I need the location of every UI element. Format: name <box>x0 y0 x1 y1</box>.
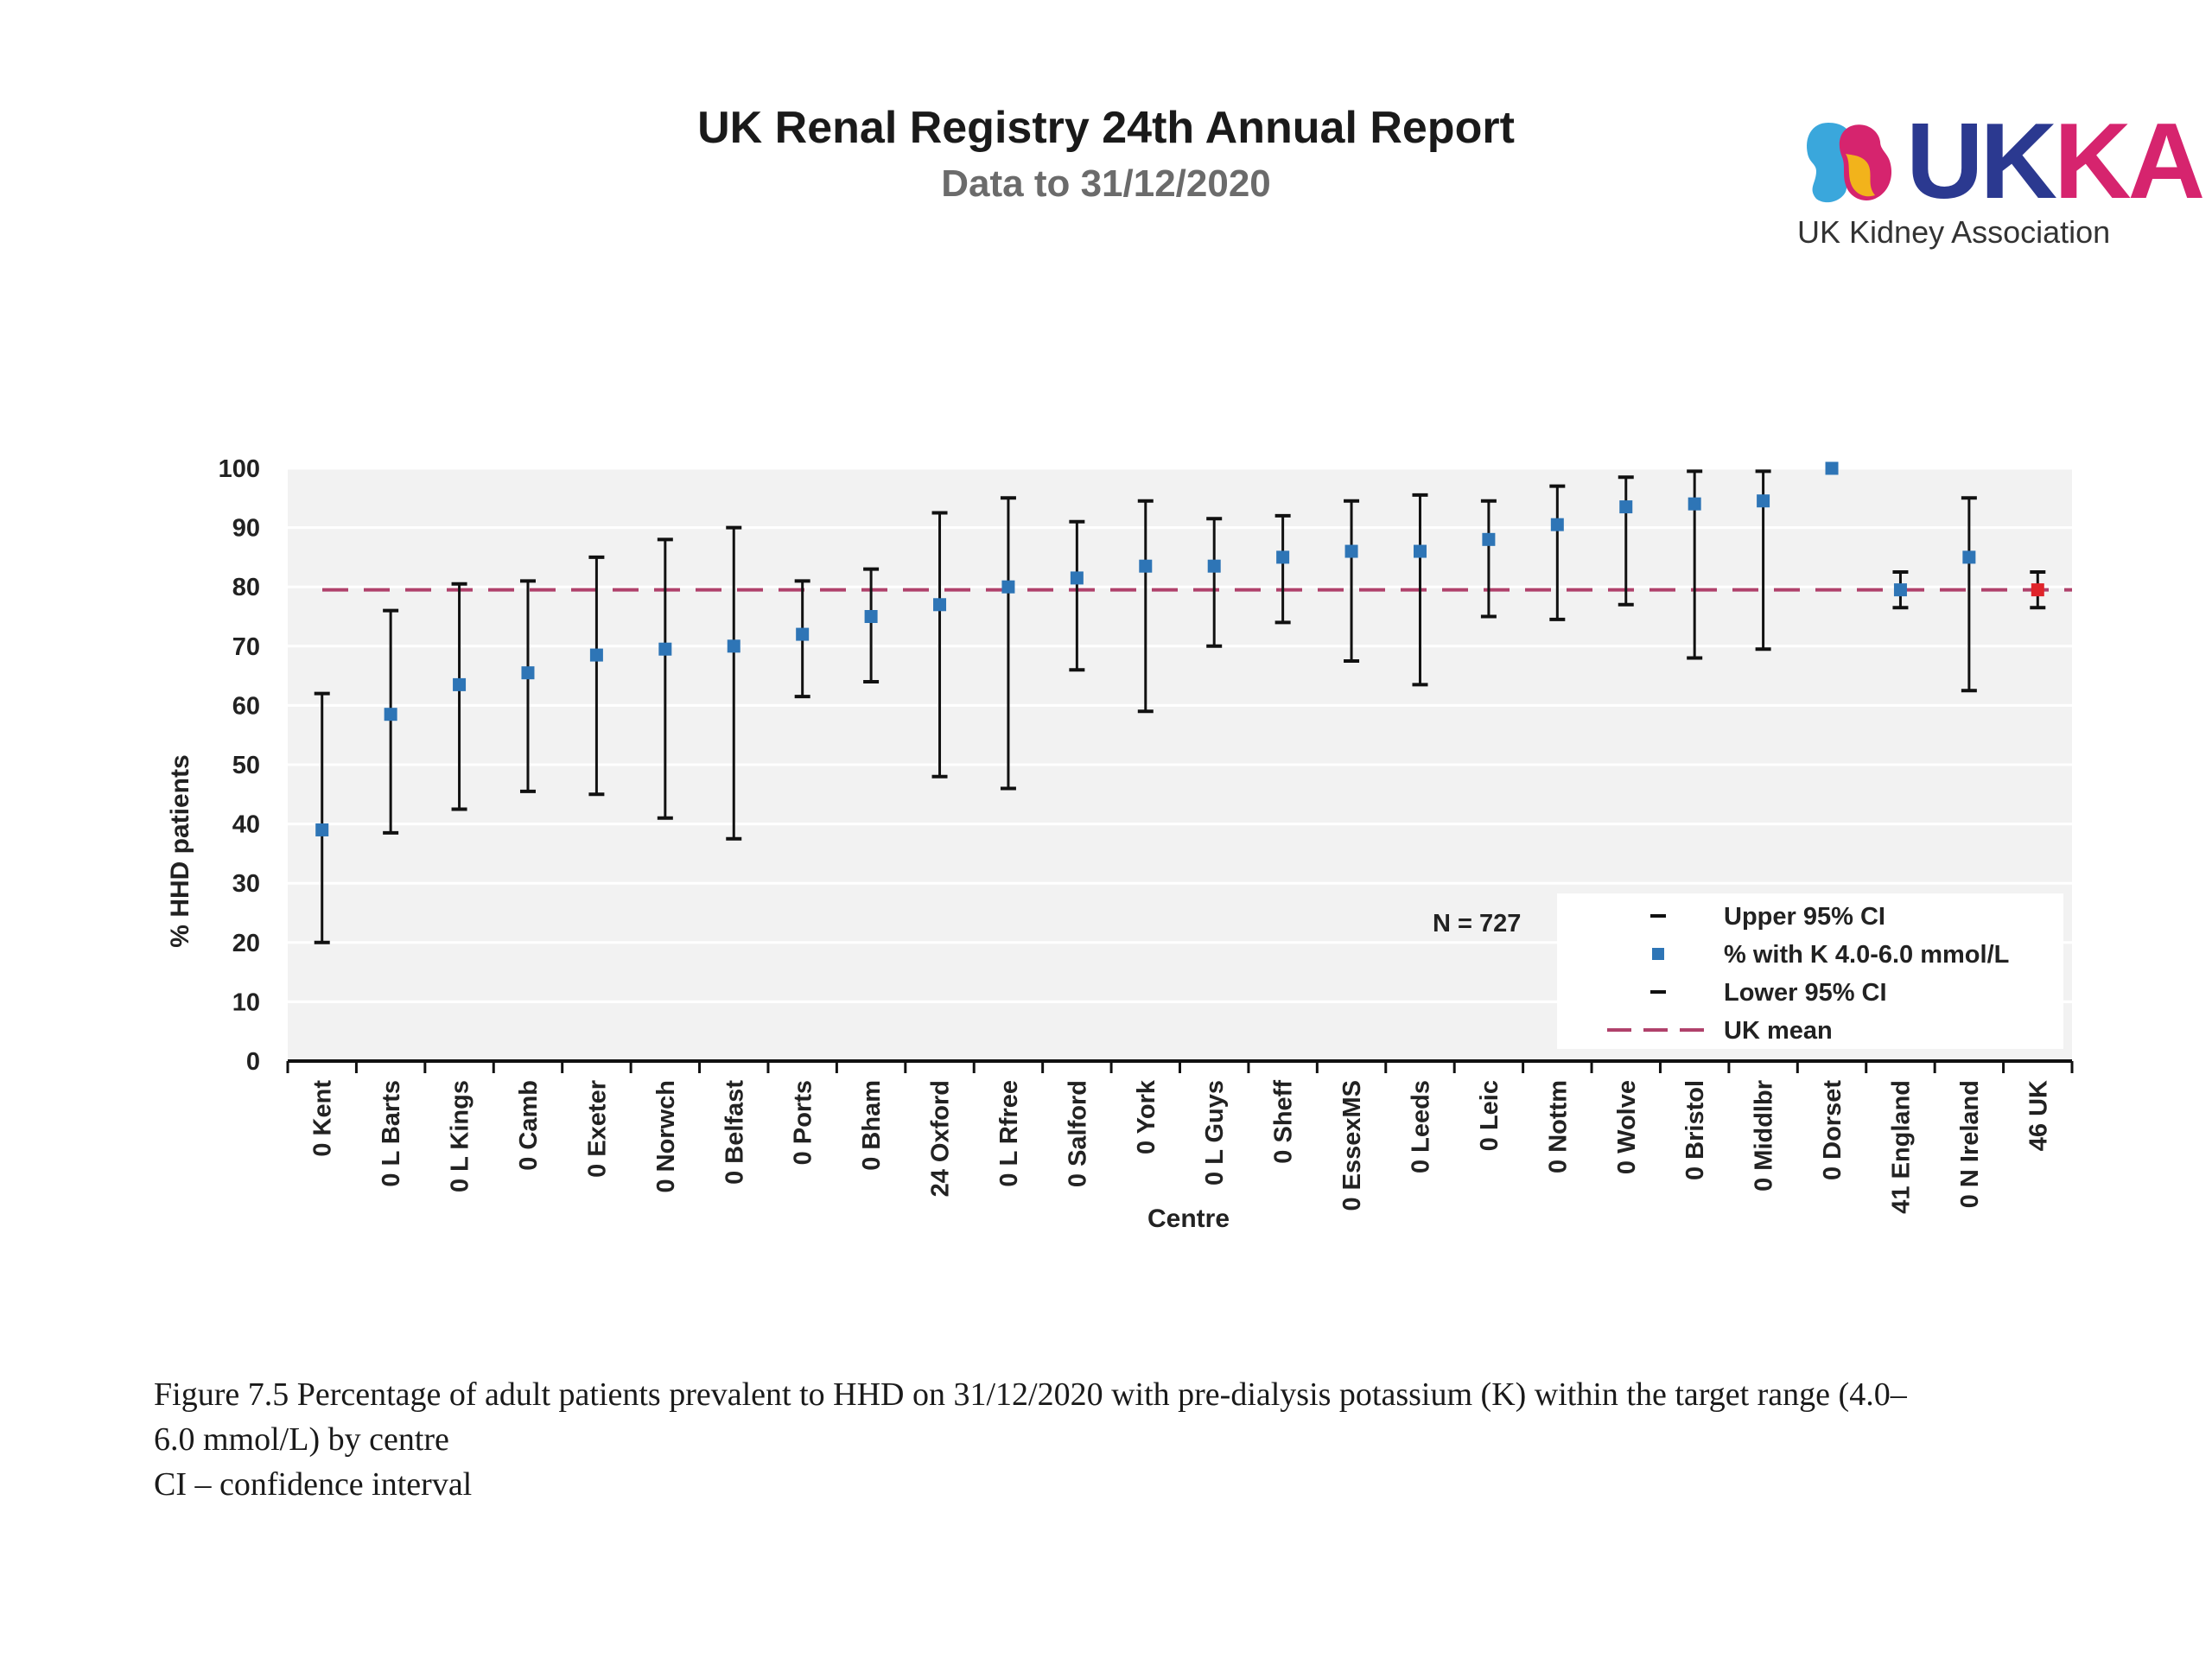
kidney-logo-icon <box>1807 123 1892 203</box>
data-point <box>1550 518 1564 531</box>
x-tick-label: 0 Exeter <box>583 1080 611 1178</box>
data-point <box>933 598 947 612</box>
y-axis-title: % HHD patients <box>166 754 194 947</box>
x-tick-label: 0 Wolve <box>1613 1080 1641 1174</box>
data-point <box>453 677 467 691</box>
data-point <box>796 627 810 641</box>
data-point <box>1344 544 1358 558</box>
y-tick-label: 30 <box>232 870 260 898</box>
data-point <box>1962 550 1976 564</box>
x-tick-label: 0 Nottm <box>1544 1080 1572 1173</box>
report-title: UK Renal Registry 24th Annual Report <box>697 103 1515 153</box>
y-tick-label: 60 <box>232 692 260 720</box>
data-point <box>521 666 535 680</box>
x-tick-label: 0 Bristol <box>1681 1080 1709 1180</box>
x-tick-label: 24 Oxford <box>927 1080 955 1197</box>
data-point <box>864 610 878 623</box>
x-tick-label: 46 UK <box>2024 1080 2052 1151</box>
legend-label: UK mean <box>1724 1017 1833 1045</box>
legend: Upper 95% CI % with K 4.0-6.0 mmol/L Lower… <box>1557 893 2063 1049</box>
y-tick-label: 10 <box>232 988 260 1016</box>
data-point <box>1139 559 1153 573</box>
potassium-chart: 0 10 20 30 40 50 60 70 80 90 100 0 Kent 0 L Barts 0 L… <box>166 455 2074 1233</box>
data-point <box>727 639 741 653</box>
x-tick-label: 0 L Kings <box>447 1080 474 1192</box>
y-tick-label: 100 <box>219 455 260 483</box>
ukka-logo: UKKA UK Kidney Association <box>1796 102 2205 259</box>
x-tick-label: 0 Belfast <box>721 1080 748 1185</box>
x-tick-label: 0 Camb <box>515 1080 543 1171</box>
legend-label: % with K 4.0-6.0 mmol/L <box>1724 941 2009 969</box>
y-tick-label: 40 <box>232 811 260 839</box>
caption-line-2: 6.0 mmol/L) by centre <box>154 1421 449 1458</box>
x-tick-label: 0 York <box>1133 1079 1160 1154</box>
legend-point-marker <box>1652 948 1664 960</box>
data-point <box>1825 461 1839 475</box>
x-tick-label: 0 N Ireland <box>1956 1080 1984 1208</box>
logo-wordmark: UKKA <box>1906 102 2205 221</box>
x-tick-label: 0 Sheff <box>1270 1080 1298 1164</box>
x-tick-label: 0 Middlbr <box>1751 1080 1778 1192</box>
uk-point <box>2031 583 2044 597</box>
data-point <box>1001 580 1015 594</box>
data-point <box>589 648 603 662</box>
data-point <box>1688 497 1701 511</box>
x-tick-label: 0 L Rfree <box>995 1080 1023 1187</box>
data-point <box>1893 583 1907 597</box>
x-tick-label: 0 Norwch <box>652 1080 680 1193</box>
data-point <box>1276 550 1290 564</box>
data-point <box>1619 500 1633 514</box>
y-tick-label: 20 <box>232 930 260 957</box>
legend-label: Lower 95% CI <box>1724 979 1887 1007</box>
x-tick-label: 0 Salford <box>1064 1080 1091 1187</box>
x-tick-label: 0 EssexMS <box>1338 1080 1366 1211</box>
y-tick-label: 50 <box>232 752 260 779</box>
data-point <box>1482 532 1496 546</box>
x-tick-label: 0 Bham <box>858 1080 886 1171</box>
x-tick-label: 0 Kent <box>309 1080 337 1157</box>
x-tick-label: 0 Leeds <box>1407 1080 1434 1173</box>
legend-box <box>1557 893 2063 1049</box>
y-tick-label: 90 <box>232 515 260 543</box>
data-point <box>1070 571 1084 585</box>
data-point <box>1413 544 1427 558</box>
y-tick-label: 70 <box>232 633 260 661</box>
x-tick-label: 41 England <box>1887 1080 1915 1214</box>
data-point <box>1757 494 1770 508</box>
x-tick-label: 0 L Guys <box>1201 1080 1229 1185</box>
n-annotation: N = 727 <box>1433 910 1521 938</box>
y-tick-label: 80 <box>232 574 260 601</box>
data-point <box>658 642 672 656</box>
caption-line-3: CI – confidence interval <box>154 1466 473 1503</box>
figure-caption: Figure 7.5 Percentage of adult patients … <box>154 1372 2141 1507</box>
data-point <box>1207 559 1221 573</box>
x-tick-label: 0 Dorset <box>1819 1080 1847 1180</box>
data-point <box>384 708 397 721</box>
logo-name: UK Kidney Association <box>1797 214 2111 250</box>
x-tick-label: 0 L Barts <box>378 1080 405 1187</box>
x-axis-title: Centre <box>1147 1205 1230 1233</box>
y-tick-label: 0 <box>246 1048 260 1076</box>
data-point <box>315 823 329 836</box>
x-tick-label: 0 Ports <box>790 1080 817 1165</box>
report-subtitle: Data to 31/12/2020 <box>941 162 1271 205</box>
caption-line-1: Figure 7.5 Percentage of adult patients … <box>154 1376 1907 1413</box>
x-tick-label: 0 Leic <box>1476 1080 1503 1151</box>
legend-label: Upper 95% CI <box>1724 903 1885 931</box>
